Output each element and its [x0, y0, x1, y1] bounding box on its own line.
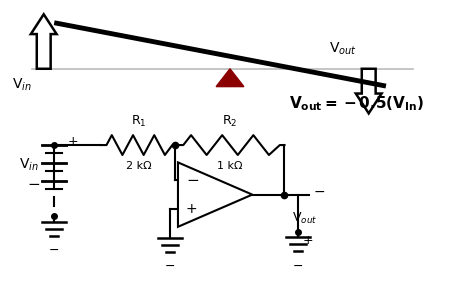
Text: −: − — [293, 260, 304, 273]
Text: −: − — [27, 177, 40, 192]
Text: V$_{out}$: V$_{out}$ — [329, 41, 357, 57]
Text: R$_2$: R$_2$ — [222, 114, 238, 129]
Text: R$_1$: R$_1$ — [131, 114, 146, 129]
Polygon shape — [178, 162, 252, 227]
Text: $\mathbf{V_{out} = -0.5(V_{In})}$: $\mathbf{V_{out} = -0.5(V_{In})}$ — [289, 94, 425, 113]
Text: +: + — [186, 202, 197, 216]
Text: +: + — [67, 135, 78, 148]
Text: +: + — [302, 234, 313, 247]
FancyArrow shape — [356, 69, 382, 113]
FancyArrow shape — [31, 14, 57, 69]
Text: 1 kΩ: 1 kΩ — [217, 161, 243, 171]
Text: 2 kΩ: 2 kΩ — [125, 161, 151, 171]
Text: −: − — [165, 260, 175, 273]
Text: −: − — [186, 173, 199, 188]
Text: −: − — [49, 244, 59, 257]
Text: −: − — [313, 185, 325, 199]
Text: V$_{in}$: V$_{in}$ — [12, 77, 32, 93]
Text: V$_{in}$: V$_{in}$ — [19, 157, 39, 173]
Text: V$_{out}$: V$_{out}$ — [292, 211, 318, 225]
Polygon shape — [216, 69, 244, 87]
